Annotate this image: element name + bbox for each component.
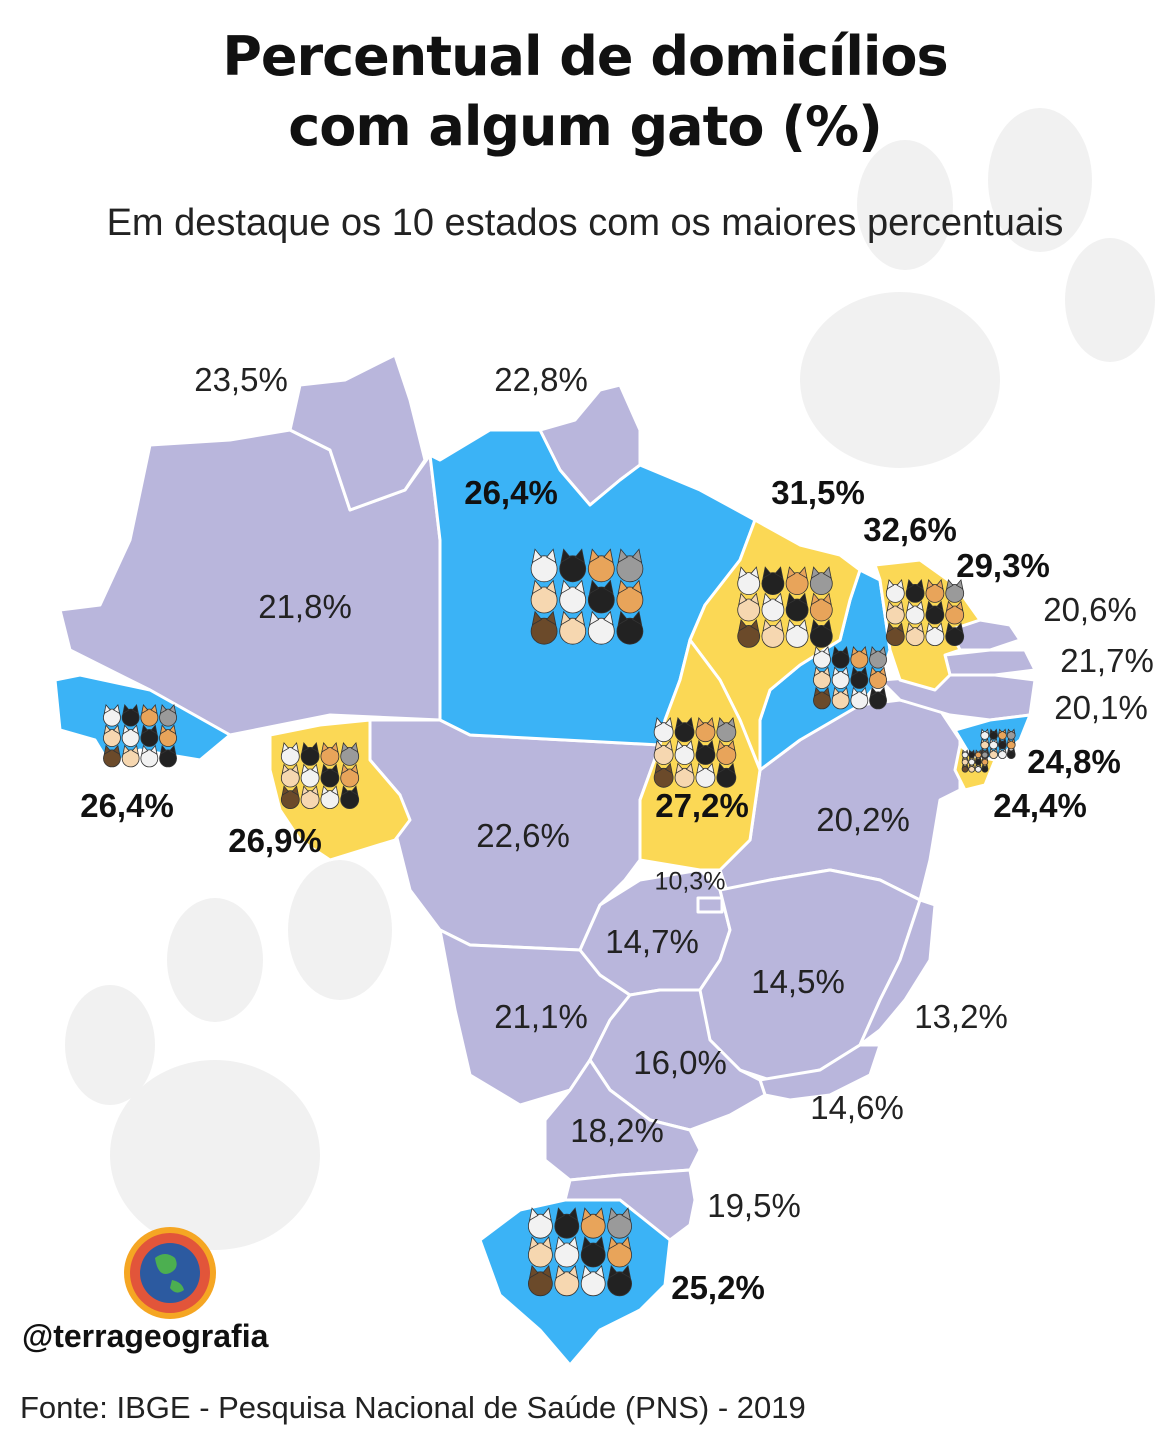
label-sp: 16,0% bbox=[633, 1044, 727, 1081]
label-ba: 20,2% bbox=[816, 801, 910, 838]
label-ro: 26,9% bbox=[228, 822, 322, 859]
cat-group-icon bbox=[103, 703, 177, 768]
label-ma: 31,5% bbox=[771, 474, 865, 511]
cat-group-icon bbox=[653, 717, 737, 788]
state-pr bbox=[543, 1058, 702, 1182]
label-to: 27,2% bbox=[655, 787, 749, 824]
label-rs: 25,2% bbox=[671, 1269, 765, 1306]
cat-group-icon bbox=[530, 548, 644, 645]
label-al: 24,8% bbox=[1027, 743, 1121, 780]
label-es: 13,2% bbox=[914, 998, 1008, 1035]
cat-group-icon bbox=[813, 645, 887, 710]
label-ap: 22,8% bbox=[494, 361, 588, 398]
title-line-2: com algum gato (%) bbox=[288, 95, 883, 158]
label-pa: 26,4% bbox=[464, 474, 558, 511]
label-ce: 29,3% bbox=[956, 547, 1050, 584]
label-mt: 22,6% bbox=[476, 817, 570, 854]
title-line-1: Percentual de domicílios bbox=[222, 25, 948, 88]
state-df bbox=[696, 896, 724, 914]
label-pe: 20,1% bbox=[1054, 689, 1148, 726]
label-sc: 19,5% bbox=[707, 1187, 801, 1224]
source-note: Fonte: IBGE - Pesquisa Nacional de Saúde… bbox=[20, 1390, 806, 1425]
cat-group-icon bbox=[528, 1207, 632, 1297]
author-handle: @terrageografia bbox=[22, 1318, 269, 1354]
label-ac: 26,4% bbox=[80, 787, 174, 824]
page-title: Percentual de domicílios com algum gato … bbox=[0, 22, 1170, 162]
label-df: 10,3% bbox=[654, 867, 726, 896]
paw-print-icon bbox=[65, 860, 392, 1250]
cat-group-icon bbox=[961, 749, 989, 773]
label-rj: 14,6% bbox=[810, 1089, 904, 1126]
label-pb: 21,7% bbox=[1060, 642, 1154, 679]
label-go: 14,7% bbox=[605, 923, 699, 960]
page-subtitle: Em destaque os 10 estados com os maiores… bbox=[106, 202, 1064, 244]
label-mg: 14,5% bbox=[751, 963, 845, 1000]
state-rr bbox=[288, 353, 427, 512]
globe-logo-icon bbox=[124, 1227, 216, 1319]
label-rr: 23,5% bbox=[194, 361, 288, 398]
state-rj bbox=[758, 1043, 882, 1102]
label-se: 24,4% bbox=[993, 787, 1087, 824]
label-ms: 21,1% bbox=[494, 998, 588, 1035]
label-pr: 18,2% bbox=[570, 1112, 664, 1149]
label-am: 21,8% bbox=[258, 588, 352, 625]
state-es bbox=[858, 898, 937, 1047]
state-pb bbox=[943, 648, 1037, 677]
cat-group-icon bbox=[885, 579, 965, 646]
label-pi: 32,6% bbox=[863, 511, 957, 548]
label-rn: 20,6% bbox=[1043, 591, 1137, 628]
paw-print-icon bbox=[800, 108, 1155, 468]
cat-group-icon bbox=[280, 742, 360, 809]
cat-group-icon bbox=[737, 566, 833, 648]
